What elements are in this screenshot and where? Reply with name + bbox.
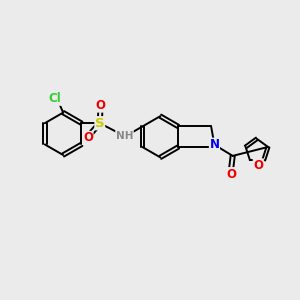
Text: S: S (95, 117, 105, 130)
Text: N: N (209, 138, 219, 151)
Text: NH: NH (116, 130, 133, 141)
Text: O: O (253, 159, 263, 172)
Text: O: O (83, 131, 93, 144)
Text: O: O (95, 99, 105, 112)
Text: Cl: Cl (49, 92, 61, 105)
Text: O: O (226, 168, 236, 181)
